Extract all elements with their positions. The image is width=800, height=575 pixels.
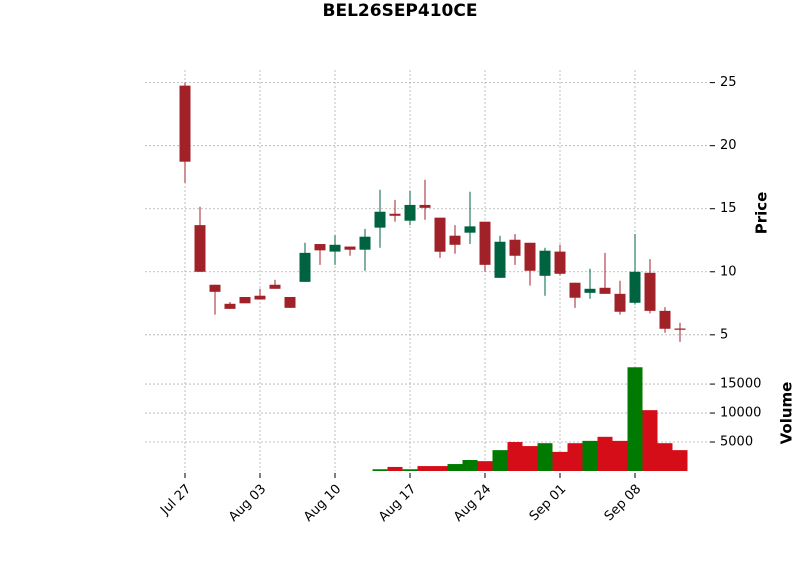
candle-body: [404, 204, 416, 221]
volume-bar: [657, 443, 673, 471]
volume-bar: [402, 469, 418, 471]
candle-body: [344, 246, 356, 250]
volume-bar: [372, 469, 388, 471]
candle-body: [569, 282, 581, 298]
volume-bar: [672, 450, 688, 471]
volume-bar: [522, 446, 538, 471]
candle-body: [239, 296, 251, 304]
volume-tick-label: 15000: [720, 377, 761, 392]
candle-body: [209, 284, 221, 292]
volume-bar: [597, 436, 613, 471]
candle-body: [434, 217, 446, 252]
candle-body: [509, 239, 521, 256]
candle-body: [599, 287, 611, 294]
volume-bar: [477, 461, 493, 471]
volume-bar: [417, 466, 433, 471]
volume-bar: [567, 443, 583, 471]
candle-body: [464, 226, 476, 233]
candle-body: [224, 303, 236, 309]
candle-body: [284, 296, 296, 308]
chart-title: BEL26SEP410CE: [323, 1, 478, 21]
candle-body: [644, 272, 656, 311]
candle-body: [494, 241, 506, 278]
x-tick-label: Aug 24: [451, 482, 494, 525]
candle-body: [314, 244, 326, 251]
candle-body: [419, 204, 431, 208]
volume-tick-label: 5000: [720, 435, 753, 450]
candle-body: [539, 250, 551, 276]
volume-bar: [507, 442, 523, 471]
candle-body: [449, 235, 461, 245]
x-tick-label: Jul 27: [157, 482, 194, 519]
y-axis-label: Price: [753, 192, 771, 235]
volume-bar: [537, 443, 553, 471]
y-tick-label: 15: [720, 201, 737, 216]
candle-body: [584, 288, 596, 293]
x-tick-label: Sep 08: [602, 482, 645, 525]
candle-body: [269, 284, 281, 289]
y-tick-label: 5: [720, 327, 728, 342]
x-tick-label: Sep 01: [527, 482, 570, 525]
candle-body: [524, 242, 536, 271]
candle-body: [179, 85, 191, 162]
volume-bar: [387, 466, 403, 471]
y-tick-label: 10: [720, 264, 737, 279]
volume-bar: [492, 450, 508, 471]
volume-bar: [462, 459, 478, 471]
y-tick-label: 25: [720, 75, 737, 90]
candle-body: [674, 328, 686, 330]
candle-body: [614, 293, 626, 312]
candle-body: [299, 252, 311, 282]
x-tick-label: Aug 17: [376, 482, 419, 525]
volume-tick-label: 10000: [720, 406, 761, 421]
candle-body: [254, 295, 266, 300]
candle-body: [329, 244, 341, 252]
y-tick-label: 20: [720, 138, 737, 153]
candle-body: [194, 225, 206, 272]
x-tick-label: Aug 03: [226, 482, 269, 525]
candle-body: [554, 251, 566, 274]
volume-bar: [552, 451, 568, 471]
candle-body: [359, 236, 371, 250]
candle-body: [659, 310, 671, 329]
volume-axis-label: Volume: [778, 382, 796, 445]
x-tick-label: Aug 10: [301, 482, 344, 525]
candle-body: [389, 213, 401, 216]
candle-body: [629, 271, 641, 303]
volume-bar: [582, 440, 598, 471]
volume-bar: [447, 464, 463, 471]
volume-bar: [432, 466, 448, 471]
volume-bar: [642, 410, 658, 471]
candle-body: [479, 221, 491, 265]
candle-body: [374, 211, 386, 228]
volume-bar: [612, 440, 628, 471]
volume-bar: [627, 367, 643, 471]
